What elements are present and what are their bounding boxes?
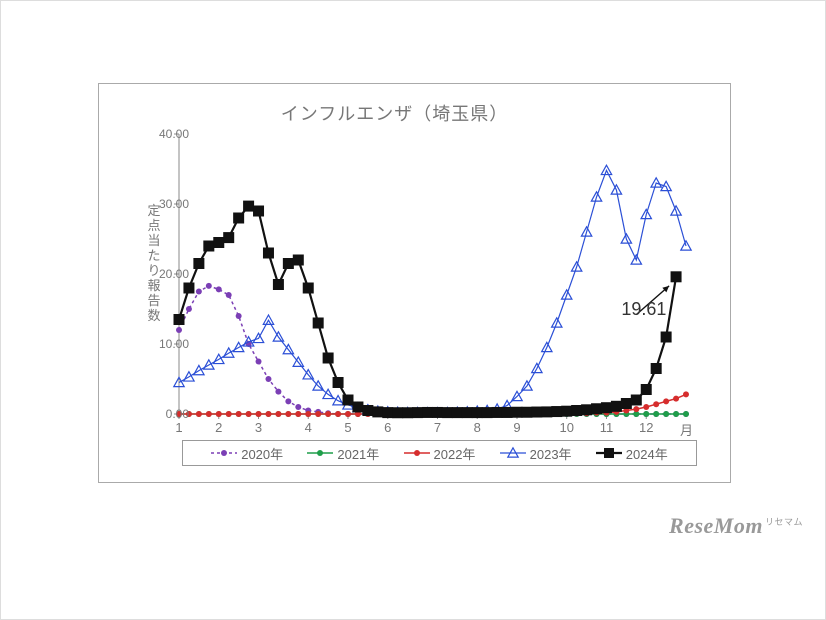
x-tick-label: 1: [175, 420, 182, 435]
y-tick-label: 20.00: [147, 267, 189, 281]
figure-root: インフルエンザ（埼玉県） 定点当たり報告数 0.00 10.00 20.00 30.0…: [0, 0, 826, 620]
x-tick-label: 3: [255, 420, 262, 435]
legend-swatch: [307, 446, 333, 460]
x-tick-label: 9: [513, 420, 520, 435]
x-tick-label: 6: [384, 420, 391, 435]
legend-item: 2020年: [211, 444, 283, 463]
legend-label: 2021年: [337, 444, 379, 463]
legend-item: 2022年: [404, 444, 476, 463]
legend-item: 2024年: [596, 444, 668, 463]
series-2024年: [174, 201, 681, 418]
series-2020年: [176, 283, 689, 417]
plot-area: [179, 134, 686, 414]
legend-swatch: [404, 446, 430, 460]
legend-swatch: [500, 446, 526, 460]
y-axis-label: 定点当たり報告数: [146, 204, 162, 324]
y-tick-label: 0.00: [147, 407, 189, 421]
legend-swatch: [596, 446, 622, 460]
y-tick-label: 30.00: [147, 197, 189, 211]
legend-label: 2023年: [530, 444, 572, 463]
legend-label: 2024年: [626, 444, 668, 463]
legend-item: 2021年: [307, 444, 379, 463]
watermark-logo: ReseMomリセマム: [669, 513, 803, 539]
x-tick-label: 10: [559, 420, 573, 435]
x-tick-label: 7: [434, 420, 441, 435]
legend: 2020年 2021年 2022年 2023年 2024年: [182, 440, 697, 466]
chart-title: インフルエンザ（埼玉県）: [99, 100, 690, 126]
x-tick-label: 8: [474, 420, 481, 435]
y-tick-label: 40.00: [147, 127, 189, 141]
legend-label: 2022年: [434, 444, 476, 463]
legend-item: 2023年: [500, 444, 572, 463]
callout-value: 19.61: [621, 299, 666, 320]
y-tick-label: 10.00: [147, 337, 189, 351]
legend-swatch: [211, 446, 237, 460]
x-tick-label: 11: [600, 420, 614, 435]
x-tick-label: 4: [305, 420, 312, 435]
legend-label: 2020年: [241, 444, 283, 463]
x-tick-label: 5: [344, 420, 351, 435]
x-tick-label: 2: [215, 420, 222, 435]
x-tick-label: 12: [639, 420, 653, 435]
x-axis-unit: 月: [680, 420, 693, 439]
chart-card: インフルエンザ（埼玉県） 定点当たり報告数 0.00 10.00 20.00 30.0…: [98, 83, 731, 483]
